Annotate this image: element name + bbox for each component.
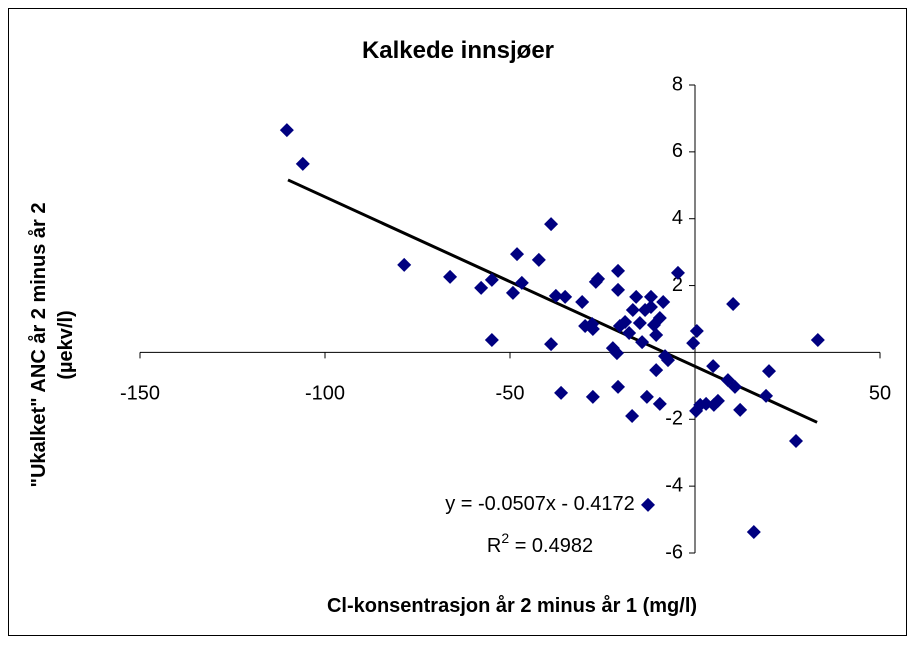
data-point — [514, 275, 529, 290]
r-squared: R2 = 0.4982 — [487, 530, 593, 557]
data-point — [656, 294, 671, 309]
data-point — [789, 434, 804, 449]
data-point — [585, 389, 600, 404]
r-squared-part: R — [487, 535, 501, 557]
data-point — [484, 333, 499, 348]
x-tick-label: 50 — [869, 383, 891, 405]
data-point — [554, 385, 569, 400]
data-point — [733, 402, 748, 417]
data-point — [706, 359, 721, 374]
data-point — [618, 315, 633, 330]
data-point — [660, 353, 675, 368]
x-axis-label: Cl-konsentrasjon år 2 minus år 1 (mg/l) — [327, 594, 697, 617]
y-tick-label: 6 — [672, 140, 683, 162]
data-point — [641, 497, 656, 512]
data-point — [726, 296, 741, 311]
data-point — [397, 257, 412, 272]
y-tick-label: 4 — [672, 207, 683, 229]
data-point — [635, 335, 650, 350]
y-axis-label: (µekv/l) — [55, 310, 77, 379]
y-tick-label: -2 — [665, 408, 683, 430]
y-axis-label: "Ukalket" ANC år 2 minus år 2 — [27, 203, 50, 488]
data-point — [632, 316, 647, 331]
data-point — [585, 322, 600, 337]
data-point — [443, 269, 458, 284]
trendline-equation: y = -0.0507x - 0.4172 — [445, 493, 635, 515]
x-tick-label: -50 — [496, 383, 525, 405]
data-point — [746, 524, 761, 539]
data-point — [649, 363, 664, 378]
data-point — [484, 272, 499, 287]
data-point — [622, 326, 637, 341]
data-point — [505, 285, 520, 300]
chart-frame — [8, 8, 907, 636]
y-tick-label: -6 — [665, 541, 683, 563]
data-point — [629, 289, 644, 304]
data-point — [649, 328, 664, 343]
data-point — [295, 156, 310, 171]
r-squared-part: = 0.4982 — [509, 535, 593, 557]
data-point — [652, 396, 667, 411]
data-point — [652, 310, 667, 325]
y-tick-label: 2 — [672, 274, 683, 296]
data-point — [531, 252, 546, 267]
data-point — [548, 288, 563, 303]
data-point — [611, 263, 626, 278]
chart-title: Kalkede innsjøer — [362, 37, 554, 64]
x-tick-label: -100 — [305, 383, 345, 405]
data-point — [643, 289, 658, 304]
data-point — [689, 324, 704, 339]
data-point — [710, 393, 725, 408]
data-point — [762, 364, 776, 379]
r-squared-part: 2 — [501, 530, 509, 546]
data-point — [544, 337, 559, 352]
data-point — [639, 389, 654, 404]
data-point — [686, 336, 701, 351]
data-point — [609, 346, 624, 361]
data-point — [625, 302, 640, 317]
data-point — [510, 247, 525, 262]
data-point — [575, 294, 590, 309]
x-tick-label: -150 — [120, 383, 160, 405]
data-point — [625, 408, 640, 423]
data-point — [591, 271, 606, 286]
data-point — [810, 333, 825, 348]
data-point — [558, 289, 573, 304]
y-tick-label: 8 — [672, 73, 683, 95]
data-point — [727, 379, 742, 394]
data-point — [643, 299, 658, 314]
y-tick-label: -4 — [665, 474, 683, 496]
data-point — [759, 388, 774, 403]
data-point — [279, 123, 294, 138]
data-point — [544, 217, 559, 232]
data-point — [474, 280, 489, 295]
data-point — [611, 282, 626, 297]
data-point — [670, 265, 685, 280]
data-point — [611, 379, 626, 394]
